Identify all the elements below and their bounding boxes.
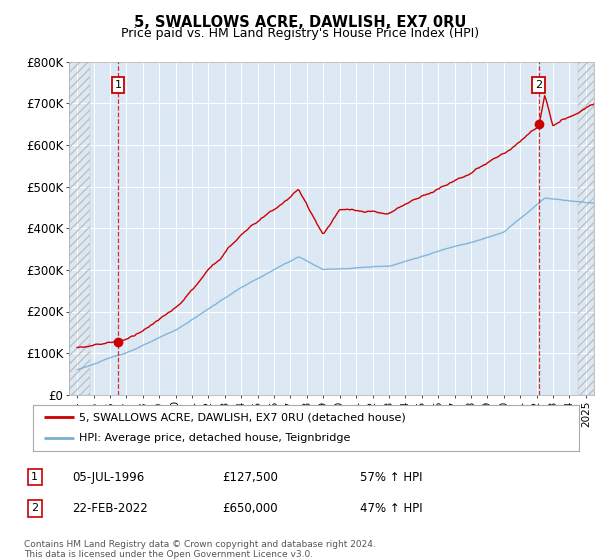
Text: £127,500: £127,500 [222, 470, 278, 484]
Text: 1: 1 [115, 80, 122, 90]
Text: 05-JUL-1996: 05-JUL-1996 [72, 470, 144, 484]
Text: 47% ↑ HPI: 47% ↑ HPI [360, 502, 422, 515]
Text: 2: 2 [535, 80, 542, 90]
Text: HPI: Average price, detached house, Teignbridge: HPI: Average price, detached house, Teig… [79, 433, 351, 444]
Text: 57% ↑ HPI: 57% ↑ HPI [360, 470, 422, 484]
Text: Contains HM Land Registry data © Crown copyright and database right 2024.: Contains HM Land Registry data © Crown c… [24, 540, 376, 549]
Text: 5, SWALLOWS ACRE, DAWLISH, EX7 0RU (detached house): 5, SWALLOWS ACRE, DAWLISH, EX7 0RU (deta… [79, 412, 406, 422]
Text: 2: 2 [31, 503, 38, 514]
Text: 5, SWALLOWS ACRE, DAWLISH, EX7 0RU: 5, SWALLOWS ACRE, DAWLISH, EX7 0RU [134, 15, 466, 30]
Text: Price paid vs. HM Land Registry's House Price Index (HPI): Price paid vs. HM Land Registry's House … [121, 27, 479, 40]
Text: This data is licensed under the Open Government Licence v3.0.: This data is licensed under the Open Gov… [24, 550, 313, 559]
Text: £650,000: £650,000 [222, 502, 278, 515]
Text: 1: 1 [31, 472, 38, 482]
Text: 22-FEB-2022: 22-FEB-2022 [72, 502, 148, 515]
